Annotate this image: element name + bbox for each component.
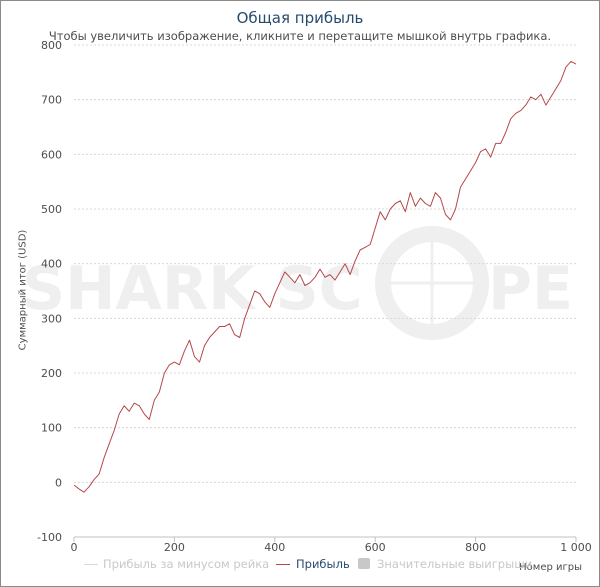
- x-axis-label: Номер игры: [519, 562, 582, 573]
- x-tick-label: 1 000: [560, 541, 592, 554]
- y-tick-label: 200: [41, 367, 62, 380]
- legend-swatch-net-profit: [84, 564, 98, 565]
- y-axis-ticks: -100 0 100 200 300 400 500 600 700 800: [37, 39, 62, 544]
- watermark-text-right: PE: [488, 254, 573, 324]
- chart-subtitle: Чтобы увеличить изображение, кликните и …: [48, 29, 552, 43]
- legend-swatch-profit: [276, 564, 290, 565]
- y-axis-label: Суммарный итог (USD): [17, 229, 29, 351]
- x-tick-label: 800: [465, 541, 486, 554]
- legend-item-net-profit[interactable]: Прибыль за минусом рейка: [103, 557, 270, 571]
- legend-item-profit[interactable]: Прибыль: [296, 557, 350, 571]
- y-tick-label: 100: [41, 422, 62, 435]
- y-tick-label: 400: [41, 258, 62, 271]
- y-tick-label: 600: [41, 148, 62, 161]
- legend-swatch-big-wins: [358, 558, 370, 569]
- legend-item-big-wins[interactable]: Значительные выигрыши: [377, 557, 533, 571]
- y-tick-label: 300: [41, 312, 62, 325]
- y-tick-label: 800: [41, 39, 62, 52]
- watermark-text-left: SHARK SC: [22, 254, 363, 324]
- x-tick-label: 200: [164, 541, 185, 554]
- x-axis-ticks: 0 200 400 600 800 1 000: [71, 536, 592, 554]
- series-line-profit: [73, 60, 577, 493]
- chart-title: Общая прибыль: [236, 9, 364, 27]
- y-tick-label: 500: [41, 203, 62, 216]
- y-tick-label: -100: [37, 531, 62, 544]
- y-tick-label: 0: [55, 476, 62, 489]
- x-tick-label: 600: [365, 541, 386, 554]
- x-tick-label: 400: [264, 541, 285, 554]
- series-layer: [73, 60, 577, 493]
- x-tick-label: 0: [71, 541, 78, 554]
- y-tick-label: 700: [41, 94, 62, 107]
- gridlines: [74, 44, 576, 538]
